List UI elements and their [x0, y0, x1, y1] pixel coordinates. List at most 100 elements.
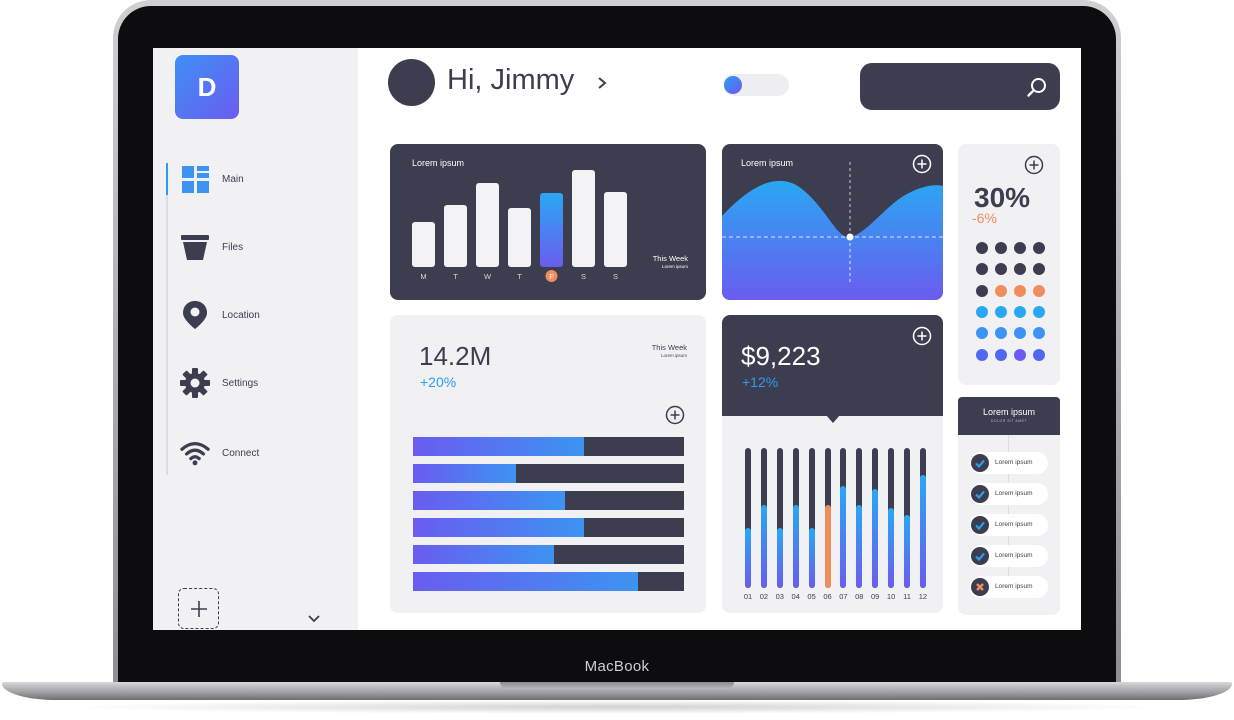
card-title: Lorem ipsum [741, 158, 794, 168]
sidebar-item-settings[interactable]: Settings [180, 366, 330, 400]
revenue-value: $9,223 [741, 341, 821, 371]
period-tag: This Week Lorem ipsum [652, 344, 687, 360]
period-sub: Lorem ipsum [660, 353, 687, 358]
checklist-item-label: Lorem ipsum [995, 521, 1033, 528]
weekly-bar [444, 205, 467, 267]
status-dot [1014, 305, 1026, 318]
add-circle-icon[interactable] [912, 154, 932, 174]
sidebar-item-location[interactable]: Location [180, 298, 330, 332]
checklist-item[interactable]: Lorem ipsum [970, 514, 1048, 536]
checklist-item[interactable]: Lorem ipsum [970, 545, 1048, 567]
month-bar [824, 448, 831, 588]
status-dot [995, 305, 1007, 318]
month-bar [760, 448, 767, 588]
month-bar-fill [824, 505, 831, 588]
status-dot [1014, 327, 1026, 340]
day-label: S [581, 272, 586, 281]
month-bar-fill [776, 527, 783, 588]
month-bar [856, 448, 863, 588]
sidebar: D Main Files [153, 48, 358, 630]
checklist-item[interactable]: Lorem ipsum [970, 576, 1048, 598]
progress-fill [413, 518, 584, 537]
search-input[interactable] [860, 63, 1060, 110]
app-logo[interactable]: D [175, 55, 239, 119]
sidebar-item-label: Location [222, 309, 260, 321]
screen: D Main Files [153, 48, 1081, 630]
month-bar-fill [856, 505, 863, 588]
month-label: 05 [807, 592, 816, 601]
checklist-card: Lorem ipsum DOLOR SIT AMET Lorem ipsum Lo… [958, 397, 1060, 615]
checklist-title: Lorem ipsum [982, 407, 1036, 417]
sidebar-item-label: Main [222, 173, 244, 185]
day-label: T [453, 272, 458, 281]
status-dot [976, 242, 988, 254]
month-label: 07 [839, 592, 848, 601]
status-dot [976, 284, 988, 297]
percent-change: -6% [972, 210, 997, 226]
status-dot [995, 327, 1007, 340]
chevron-down-icon[interactable] [307, 612, 321, 626]
status-dot [995, 263, 1007, 276]
status-dot [1033, 242, 1045, 254]
reach-card: 14.2M +20% This Week Lorem ipsum [390, 315, 706, 613]
wifi-icon [180, 438, 210, 468]
theme-toggle[interactable] [723, 74, 789, 96]
weekly-bar [540, 193, 563, 267]
grid-icon [180, 164, 210, 194]
day-label: M [420, 272, 426, 281]
day-label: T [517, 272, 522, 281]
wave-card: Lorem ipsum [722, 144, 943, 300]
checklist-item-label: Lorem ipsum [995, 459, 1033, 466]
month-label: 10 [886, 592, 896, 601]
status-dot [976, 348, 988, 361]
reach-change: +20% [420, 374, 457, 390]
checklist-item[interactable]: Lorem ipsum [970, 452, 1048, 474]
status-dot [1033, 327, 1045, 340]
status-dot [1033, 348, 1045, 361]
status-dot [995, 242, 1007, 254]
laptop-base [2, 682, 1232, 700]
nav-active-indicator [166, 163, 168, 195]
progress-bar [413, 491, 684, 510]
add-widget-button[interactable] [178, 588, 219, 629]
month-bar-fill [808, 527, 815, 588]
progress-fill [413, 545, 554, 564]
month-bar-fill [872, 488, 879, 588]
avatar[interactable] [388, 59, 435, 106]
sidebar-item-files[interactable]: Files [180, 230, 330, 264]
day-label: W [484, 272, 492, 281]
month-bar [808, 448, 815, 588]
percent-card: 30% -6% [958, 144, 1060, 385]
checkmark-icon [971, 547, 989, 565]
month-bar [840, 448, 847, 588]
month-bar [792, 448, 799, 588]
add-circle-icon[interactable] [665, 405, 685, 425]
month-label: 12 [918, 592, 928, 601]
weekly-bar [604, 192, 627, 267]
location-pin-icon [180, 300, 210, 330]
weekly-bar [412, 222, 435, 267]
card-title: Lorem ipsum [412, 158, 465, 168]
month-bar [872, 448, 879, 588]
status-dot [995, 284, 1007, 297]
month-bar-fill [904, 515, 910, 588]
laptop-base-notch [500, 682, 734, 689]
add-circle-icon[interactable] [1024, 155, 1044, 175]
month-bar-fill [840, 485, 847, 588]
sidebar-item-main[interactable]: Main [180, 162, 330, 196]
status-dot [1033, 263, 1045, 276]
checklist-item[interactable]: Lorem ipsum [970, 483, 1048, 505]
search-icon[interactable] [1026, 76, 1048, 98]
period-label: This Week [652, 254, 688, 263]
wave-area [722, 180, 943, 300]
wave-area-chart [722, 162, 943, 300]
period-label: This Week [651, 343, 687, 352]
sidebar-item-connect[interactable]: Connect [180, 436, 330, 470]
checklist-item-label: Lorem ipsum [995, 490, 1033, 497]
status-dot [995, 348, 1007, 361]
chevron-right-icon[interactable] [596, 76, 608, 90]
progress-bar [413, 437, 684, 456]
status-dot [1014, 284, 1026, 297]
month-label: 01 [743, 592, 753, 601]
add-circle-icon[interactable] [912, 326, 932, 346]
